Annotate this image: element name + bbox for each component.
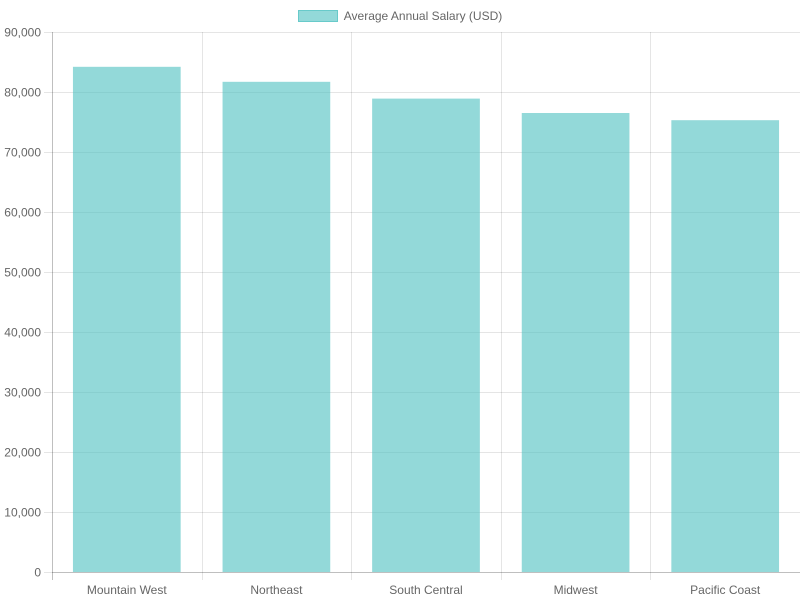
legend-swatch bbox=[297, 10, 338, 22]
y-tick-label: 20,000 bbox=[4, 446, 41, 460]
x-tick-label: Pacific Coast bbox=[690, 583, 761, 597]
bar bbox=[372, 98, 480, 572]
bar bbox=[521, 113, 630, 572]
y-tick-label: 10,000 bbox=[4, 506, 41, 520]
y-tick-label: 60,000 bbox=[4, 206, 41, 220]
bar bbox=[671, 120, 780, 572]
x-tick-label: South Central bbox=[389, 583, 462, 597]
legend-label: Average Annual Salary (USD) bbox=[343, 9, 503, 23]
y-tick-label: 70,000 bbox=[4, 146, 41, 160]
y-tick-label: 50,000 bbox=[4, 266, 41, 280]
x-tick-label: Northeast bbox=[250, 583, 303, 597]
legend[interactable]: Average Annual Salary (USD) bbox=[0, 8, 800, 24]
y-tick-label: 80,000 bbox=[4, 86, 41, 100]
y-tick-label: 30,000 bbox=[4, 386, 41, 400]
y-tick-label: 40,000 bbox=[4, 326, 41, 340]
bar-layer bbox=[72, 66, 780, 573]
bar bbox=[222, 81, 331, 573]
y-tick-label: 0 bbox=[34, 566, 41, 580]
x-tick-label: Midwest bbox=[554, 583, 599, 597]
x-tick-label: Mountain West bbox=[87, 583, 167, 597]
y-tick-label: 90,000 bbox=[4, 26, 41, 40]
bar bbox=[72, 66, 181, 573]
axis-layer: 0 10,000 20,000 30,000 40,000 50,000 60,000 70,… bbox=[4, 26, 761, 598]
